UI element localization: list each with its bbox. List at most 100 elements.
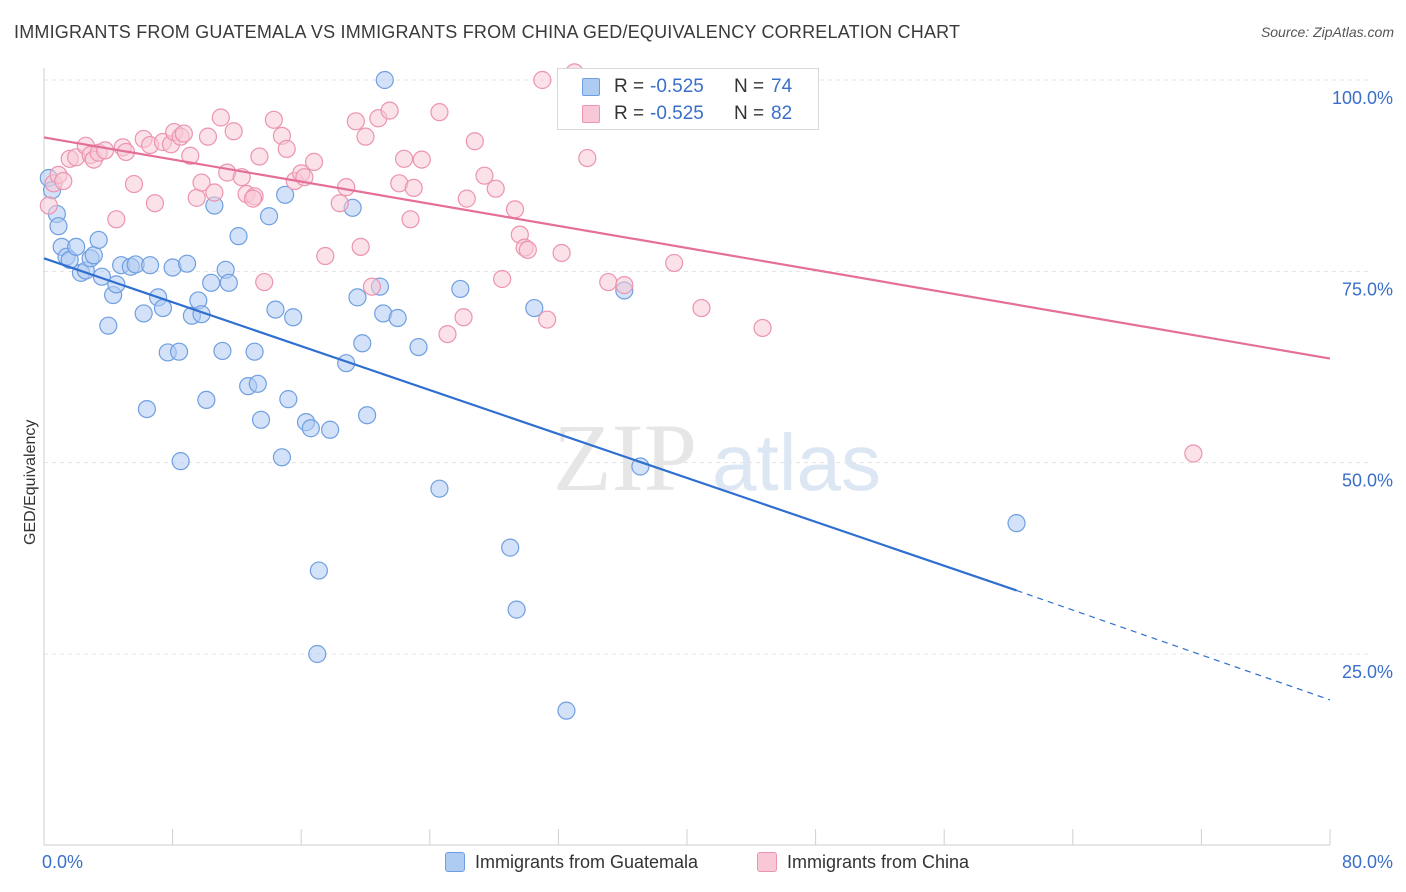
data-point bbox=[309, 561, 328, 580]
data-point bbox=[337, 354, 356, 373]
data-point bbox=[665, 253, 684, 273]
data-point bbox=[99, 316, 118, 335]
data-point bbox=[631, 457, 650, 476]
data-point bbox=[1007, 514, 1026, 533]
data-point bbox=[89, 230, 108, 250]
data-point bbox=[358, 406, 377, 425]
data-point bbox=[321, 420, 340, 439]
legend-swatch-china bbox=[582, 105, 600, 123]
data-point bbox=[533, 70, 552, 90]
data-point bbox=[457, 189, 476, 208]
data-point bbox=[353, 334, 372, 353]
data-point bbox=[430, 103, 449, 122]
r-value: -0.525 bbox=[650, 103, 704, 124]
watermark-atlas: atlas bbox=[712, 418, 881, 507]
data-point bbox=[171, 452, 190, 471]
data-point bbox=[375, 70, 394, 90]
trend-lines bbox=[43, 136, 1331, 701]
data-point bbox=[493, 269, 512, 289]
x-tick-label-max: 80.0% bbox=[1341, 852, 1393, 872]
n-value: 82 bbox=[771, 103, 793, 124]
data-point bbox=[243, 189, 263, 208]
data-point bbox=[197, 390, 216, 410]
y-tick-label: 100.0% bbox=[1332, 88, 1393, 108]
r-value: -0.525 bbox=[650, 76, 704, 97]
trend-line bbox=[43, 136, 1331, 360]
data-point bbox=[140, 256, 160, 275]
data-point bbox=[259, 207, 279, 226]
trend-line bbox=[43, 257, 1017, 592]
data-point bbox=[356, 127, 375, 146]
data-point bbox=[753, 318, 772, 338]
data-point bbox=[308, 644, 327, 664]
grid-lines bbox=[44, 79, 1370, 655]
data-point bbox=[475, 166, 494, 185]
data-point bbox=[362, 277, 382, 296]
data-point bbox=[394, 149, 414, 168]
data-point bbox=[304, 152, 324, 171]
data-point bbox=[169, 342, 189, 361]
legend-item-china[interactable]: Immigrants from China bbox=[757, 852, 969, 873]
series-guatemala-points bbox=[39, 70, 1026, 720]
data-point bbox=[599, 272, 618, 292]
data-point bbox=[316, 246, 335, 266]
data-point bbox=[272, 448, 292, 467]
data-point bbox=[134, 304, 153, 323]
data-point bbox=[174, 124, 193, 143]
data-point bbox=[219, 273, 238, 292]
stats-legend-row-china: R = -0.525 N = 82 bbox=[558, 102, 818, 126]
data-point bbox=[401, 210, 420, 229]
data-point bbox=[192, 173, 211, 192]
y-tick-label: 75.0% bbox=[1342, 279, 1393, 299]
data-point bbox=[187, 188, 206, 207]
y-tick-labels: 25.0% 50.0% 75.0% 100.0% bbox=[1332, 88, 1393, 682]
data-point bbox=[346, 112, 365, 131]
x-tick-label-min: 0.0% bbox=[42, 852, 84, 872]
data-point bbox=[248, 374, 267, 393]
source-note: Source: ZipAtlas.com bbox=[1260, 24, 1394, 40]
data-point bbox=[277, 139, 296, 158]
data-point bbox=[177, 254, 197, 273]
data-point bbox=[451, 279, 470, 299]
chart-title: IMMIGRANTS FROM GUATEMALA VS IMMIGRANTS … bbox=[14, 22, 961, 42]
data-point bbox=[538, 310, 557, 329]
data-point bbox=[39, 196, 58, 215]
data-point bbox=[438, 324, 457, 344]
data-point bbox=[465, 132, 484, 151]
data-point bbox=[1184, 444, 1203, 463]
data-point bbox=[279, 390, 298, 409]
data-point bbox=[284, 308, 303, 327]
data-point bbox=[404, 178, 423, 198]
legend-label-guatemala: Immigrants from Guatemala bbox=[475, 852, 699, 872]
legend-swatch-guatemala bbox=[445, 852, 465, 872]
data-point bbox=[107, 210, 126, 229]
data-point bbox=[245, 342, 264, 361]
legend-item-guatemala[interactable]: Immigrants from Guatemala bbox=[445, 852, 698, 873]
data-point bbox=[454, 308, 473, 327]
data-point bbox=[507, 600, 526, 619]
n-value: 74 bbox=[771, 76, 793, 97]
data-point bbox=[198, 127, 218, 146]
data-point bbox=[615, 276, 634, 295]
data-point bbox=[181, 146, 200, 165]
data-point bbox=[266, 300, 285, 319]
data-point bbox=[557, 701, 576, 720]
data-point bbox=[380, 101, 399, 120]
data-point bbox=[49, 217, 68, 236]
legend-swatch-guatemala bbox=[582, 78, 600, 96]
data-point bbox=[351, 237, 370, 256]
data-point bbox=[255, 272, 274, 292]
data-point bbox=[67, 237, 86, 256]
y-axis-label: GED/Equivalency bbox=[22, 419, 39, 545]
data-point bbox=[525, 298, 544, 318]
n-label: N = bbox=[734, 103, 765, 124]
data-point bbox=[518, 240, 537, 260]
data-point bbox=[224, 122, 243, 141]
stats-legend-row-guatemala: R = -0.525 N = 74 bbox=[558, 75, 818, 99]
series-china-points bbox=[39, 63, 1203, 463]
data-point bbox=[229, 227, 248, 246]
data-point bbox=[145, 194, 165, 213]
data-point bbox=[505, 200, 525, 219]
n-label: N = bbox=[734, 76, 765, 97]
